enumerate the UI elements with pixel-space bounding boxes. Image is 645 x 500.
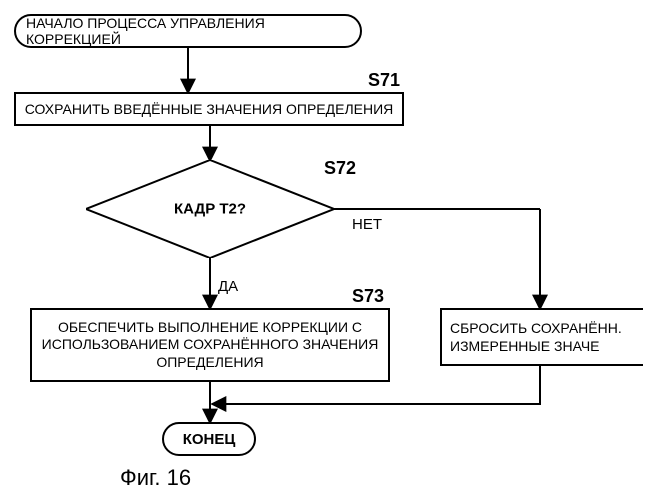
start-terminal: НАЧАЛО ПРОЦЕССА УПРАВЛЕНИЯ КОРРЕКЦИЕЙ [14, 14, 362, 48]
end-label: КОНЕЦ [183, 431, 236, 448]
end-terminal: КОНЕЦ [162, 422, 256, 456]
start-label: НАЧАЛО ПРОЦЕССА УПРАВЛЕНИЯ КОРРЕКЦИЕЙ [26, 15, 350, 47]
process-s73-label: ОБЕСПЕЧИТЬ ВЫПОЛНЕНИЕ КОРРЕКЦИИ С ИСПОЛЬ… [40, 319, 380, 372]
decision-s72: КАДР T2? [86, 160, 334, 258]
step-label-s72: S72 [324, 158, 356, 179]
process-s73: ОБЕСПЕЧИТЬ ВЫПОЛНЕНИЕ КОРРЕКЦИИ С ИСПОЛЬ… [30, 308, 390, 382]
process-s71: СОХРАНИТЬ ВВЕДЁННЫЕ ЗНАЧЕНИЯ ОПРЕДЕЛЕНИЯ [14, 92, 404, 126]
step-label-s73: S73 [352, 286, 384, 307]
decision-s72-label: КАДР T2? [174, 201, 246, 218]
process-s71-label: СОХРАНИТЬ ВВЕДЁННЫЕ ЗНАЧЕНИЯ ОПРЕДЕЛЕНИЯ [25, 101, 394, 117]
process-reset-label: СБРОСИТЬ СОХРАНЁНН. ИЗМЕРЕННЫЕ ЗНАЧЕ [450, 319, 635, 355]
branch-label-yes: ДА [218, 278, 238, 295]
figure-caption: Фиг. 16 [120, 465, 191, 491]
branch-label-no: НЕТ [352, 216, 382, 233]
flowchart-canvas: НАЧАЛО ПРОЦЕССА УПРАВЛЕНИЯ КОРРЕКЦИЕЙ СО… [0, 0, 645, 500]
step-label-s71: S71 [368, 70, 400, 91]
process-reset: СБРОСИТЬ СОХРАНЁНН. ИЗМЕРЕННЫЕ ЗНАЧЕ [440, 308, 643, 366]
